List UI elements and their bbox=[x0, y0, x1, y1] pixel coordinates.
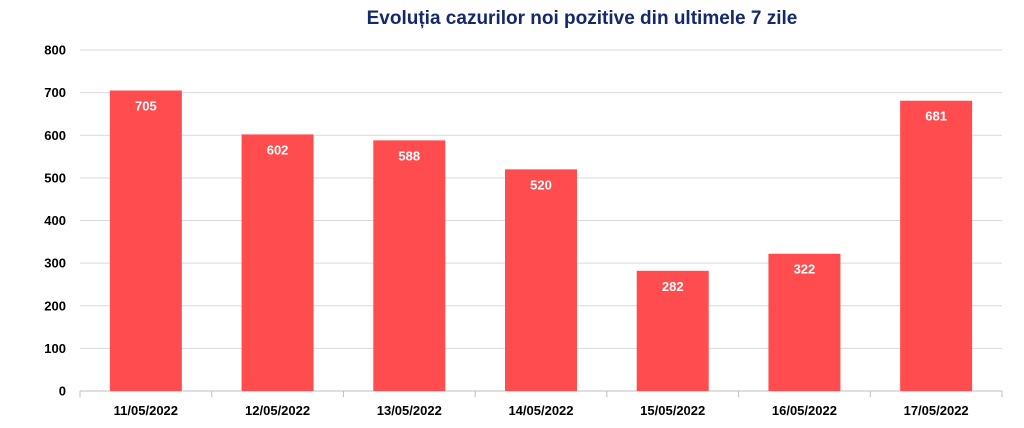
y-tick-label: 400 bbox=[44, 213, 66, 228]
bar bbox=[636, 270, 709, 391]
x-tick-label: 12/05/2022 bbox=[245, 403, 310, 418]
x-tick-label: 14/05/2022 bbox=[508, 403, 573, 418]
y-tick-label: 300 bbox=[44, 256, 66, 271]
data-label: 705 bbox=[135, 98, 157, 113]
y-tick-label: 500 bbox=[44, 170, 66, 185]
data-label: 588 bbox=[398, 148, 420, 163]
y-tick-label: 100 bbox=[44, 341, 66, 356]
bar bbox=[241, 134, 314, 391]
y-tick-label: 200 bbox=[44, 298, 66, 313]
bar bbox=[768, 253, 841, 391]
data-label: 282 bbox=[662, 279, 684, 294]
bar bbox=[373, 140, 446, 391]
x-tick-label: 15/05/2022 bbox=[640, 403, 705, 418]
x-tick-label: 16/05/2022 bbox=[772, 403, 837, 418]
bar bbox=[505, 169, 577, 391]
data-label: 520 bbox=[530, 177, 552, 192]
y-tick-label: 0 bbox=[59, 384, 66, 399]
data-label: 602 bbox=[267, 142, 289, 157]
bar bbox=[109, 90, 182, 392]
x-tick-label: 11/05/2022 bbox=[114, 403, 178, 418]
x-tick-label: 17/05/2022 bbox=[904, 403, 969, 418]
data-label: 681 bbox=[925, 109, 947, 124]
chart-title: Evoluția cazurilor noi pozitive din ulti… bbox=[366, 8, 798, 29]
data-label: 322 bbox=[794, 262, 816, 277]
y-tick-label: 800 bbox=[44, 43, 66, 58]
y-tick-label: 600 bbox=[44, 128, 66, 143]
bar bbox=[900, 100, 973, 391]
x-tick-label: 13/05/2022 bbox=[377, 403, 442, 418]
y-tick-label: 700 bbox=[44, 85, 66, 100]
